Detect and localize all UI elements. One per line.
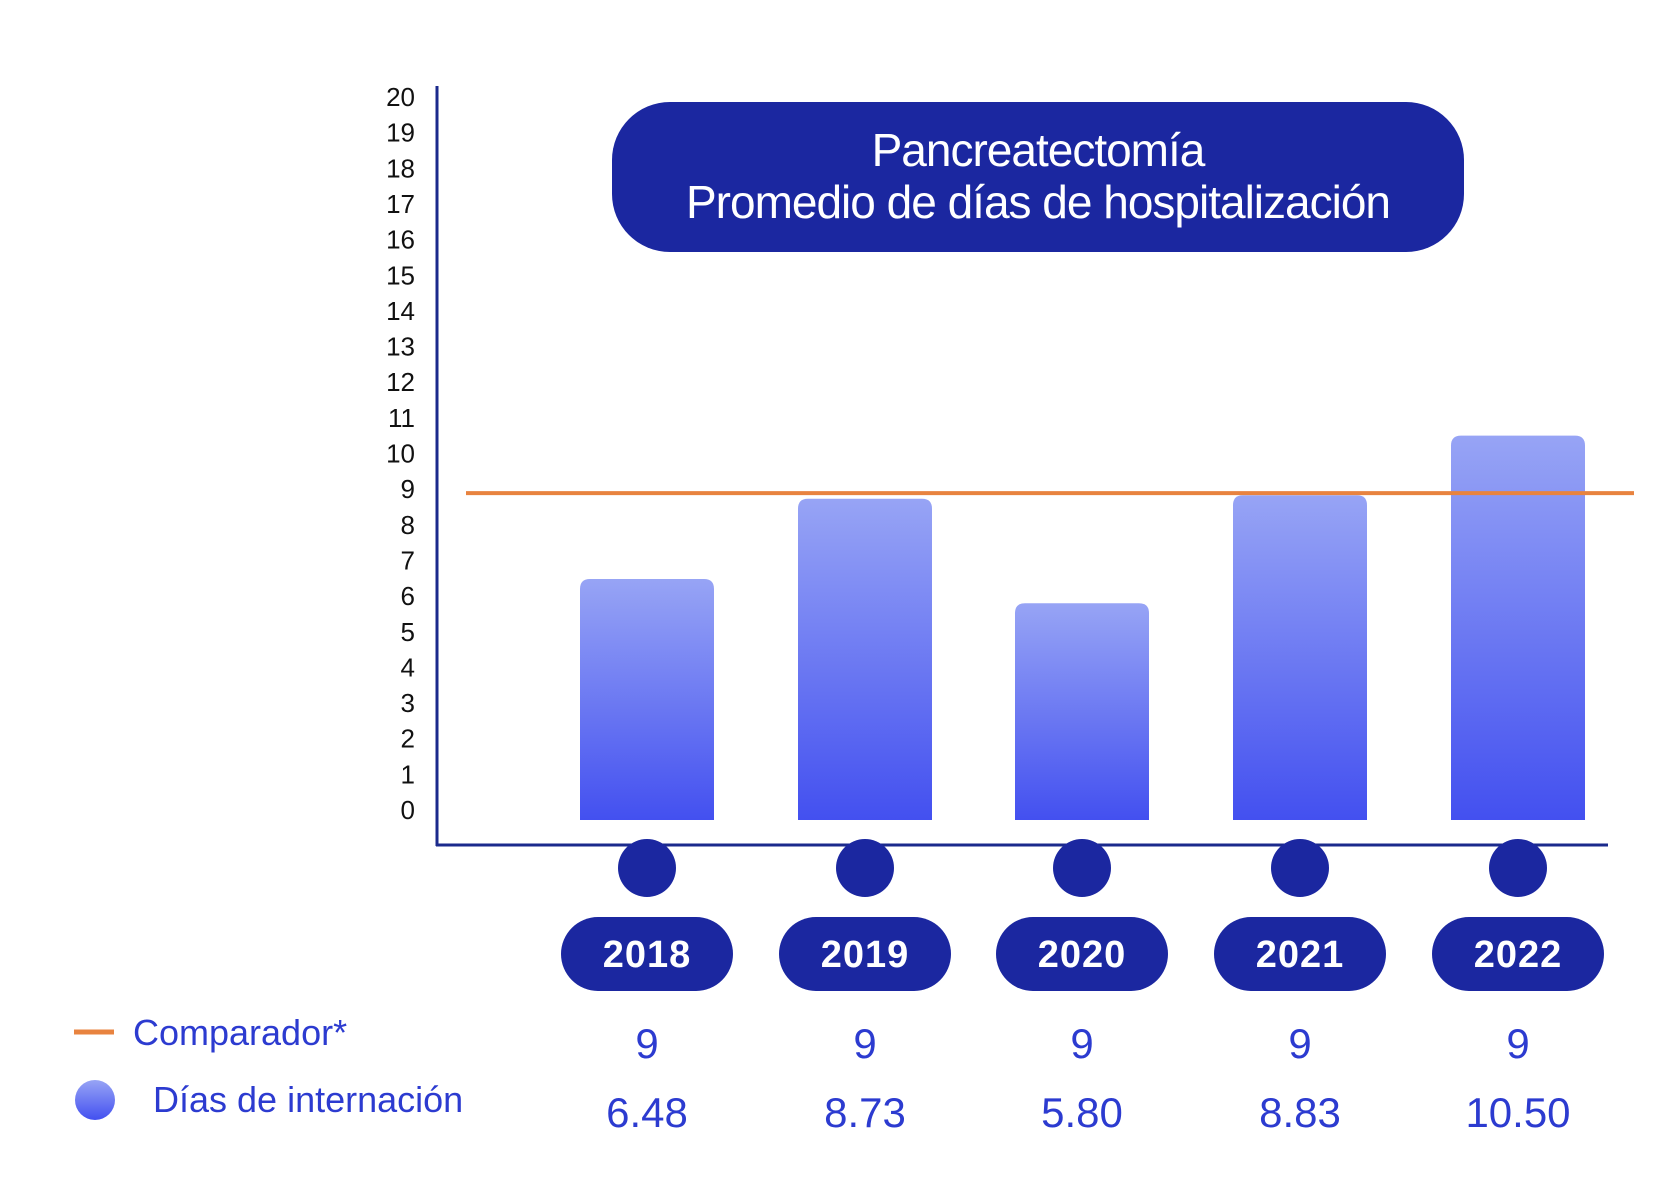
bars-group [580,435,1585,820]
comparator-value: 9 [1070,1020,1093,1067]
year-pill [779,917,951,991]
y-tick-label: 14 [386,296,415,326]
year-pill [1432,917,1604,991]
days-value: 6.48 [606,1089,688,1136]
y-tick-label: 7 [401,545,415,575]
x-tick-label: 2019 [821,934,910,976]
comparator-value: 9 [1288,1020,1311,1067]
legend-comparator-label: Comparador* [133,1012,347,1053]
y-tick-label: 11 [388,403,415,433]
days-value: 5.80 [1041,1089,1123,1136]
x-tick-label: 2022 [1474,934,1563,976]
x-marker-dot [1271,839,1329,897]
y-tick-label: 19 [386,118,415,148]
days-value: 10.50 [1465,1089,1570,1136]
y-tick-label: 1 [401,759,415,789]
x-tick-label: 2020 [1038,934,1127,976]
chart-title: Pancreatectomía Promedio de días de hosp… [612,102,1464,252]
x-marker-dot [836,839,894,897]
legend-days-label: Días de internación [153,1079,463,1120]
y-tick-label: 12 [386,367,415,397]
bar-2020 [1015,603,1149,820]
y-tick-label: 8 [401,510,415,540]
x-tick-label: 2018 [603,934,692,976]
y-tick-label: 4 [401,652,415,682]
y-tick-label: 3 [401,688,415,718]
bar-2019 [798,498,932,820]
comparator-value: 9 [635,1020,658,1067]
y-tick-label: 18 [386,153,415,183]
comparator-value: 9 [1506,1020,1529,1067]
x-marker-dot [618,839,676,897]
legend: Comparador* Días de internación [74,1012,463,1120]
y-tick-label: 20 [386,82,415,112]
y-tick-label: 16 [386,225,415,255]
title-line-2: Promedio de días de hospitalización [686,176,1390,228]
x-marker-dot [1489,839,1547,897]
y-tick-label: 5 [401,617,415,647]
year-pill [1214,917,1386,991]
x-marker-dot [1053,839,1111,897]
x-axis-markers: 2018 2019 2020 2021 2022 [561,839,1604,991]
y-tick-label: 17 [386,189,415,219]
y-tick-label: 13 [386,332,415,362]
comparator-value: 9 [853,1020,876,1067]
y-tick-label: 6 [401,581,415,611]
bar-2022 [1451,435,1585,820]
days-value: 8.83 [1259,1089,1341,1136]
y-tick-label: 10 [386,439,415,469]
y-tick-label: 9 [401,474,415,504]
bar-2021 [1233,495,1367,820]
y-tick-label: 0 [401,795,415,825]
title-line-1: Pancreatectomía [872,124,1206,176]
bar-2018 [580,578,714,820]
title-background [612,102,1464,252]
y-tick-label: 15 [386,260,415,290]
y-tick-label: 2 [401,724,415,754]
year-pill [561,917,733,991]
year-pill [996,917,1168,991]
legend-days-swatch [75,1080,115,1120]
days-value: 8.73 [824,1089,906,1136]
x-tick-label: 2021 [1256,934,1345,976]
value-table: 9 9 9 9 9 6.48 8.73 5.80 8.83 10.50 [606,1020,1570,1136]
